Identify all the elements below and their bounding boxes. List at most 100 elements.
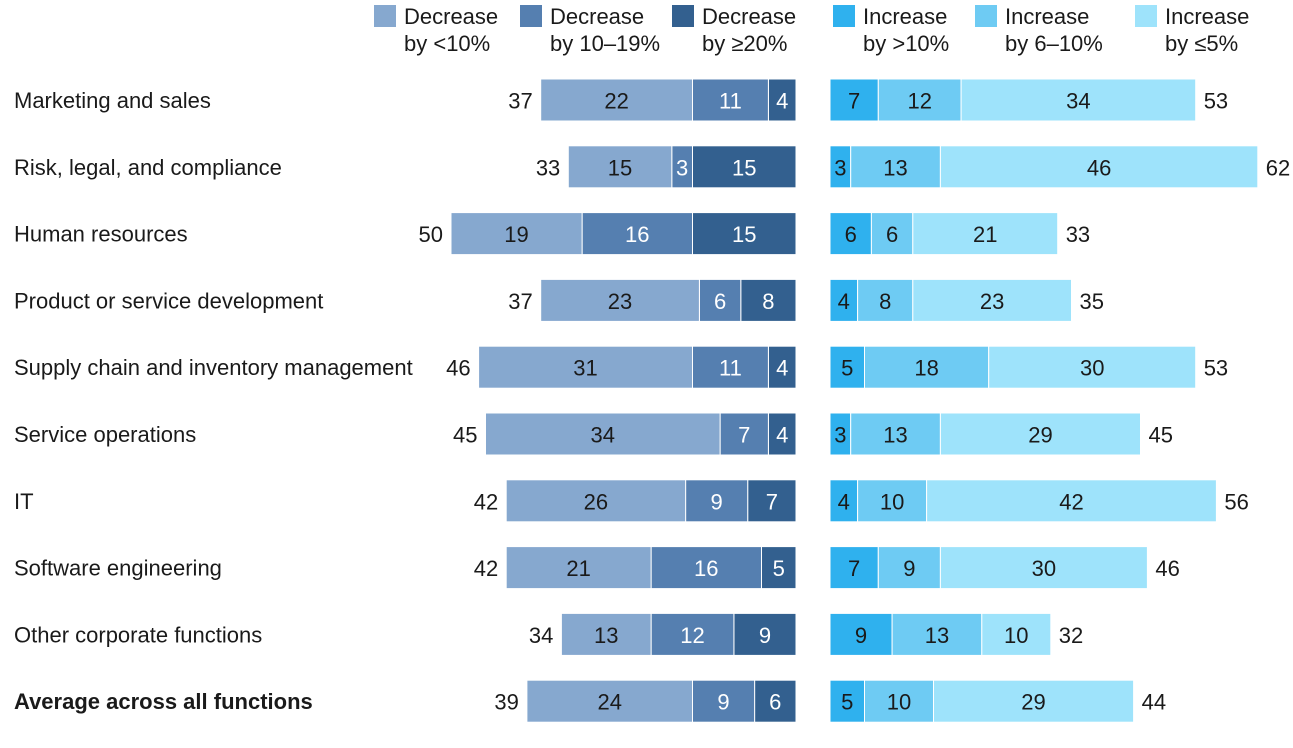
bar-segment [719, 412, 769, 456]
bar-value-label: 9 [711, 489, 723, 514]
bar-value-label: 13 [925, 623, 949, 648]
bar-value-label: 34 [1066, 89, 1090, 114]
legend-label: by <10% [404, 31, 490, 56]
bar-value-label: 24 [597, 690, 621, 715]
bar-value-label: 9 [717, 690, 729, 715]
category-label: Other corporate functions [14, 622, 262, 647]
bar-value-label: 16 [625, 222, 649, 247]
bar-value-label: 8 [879, 289, 891, 314]
bar-segment [981, 612, 1052, 656]
bar-value-label: 8 [762, 289, 774, 314]
legend-label: Decrease [702, 4, 796, 29]
legend-label: Increase [1165, 4, 1249, 29]
bar-segment [478, 345, 693, 389]
bar-value-label: 12 [907, 89, 931, 114]
category-label: Product or service development [14, 288, 323, 313]
increase-total-label: 62 [1266, 155, 1290, 180]
category-label: Supply chain and inventory management [14, 355, 413, 380]
bar-segment [540, 278, 700, 322]
bar-segment [912, 278, 1072, 322]
bar-segment [767, 412, 797, 456]
legend-swatch [833, 5, 855, 27]
bar-segment [988, 345, 1197, 389]
bar-value-label: 12 [680, 623, 704, 648]
bar-value-label: 15 [732, 155, 756, 180]
bar-value-label: 15 [608, 155, 632, 180]
bar-value-label: 13 [883, 155, 907, 180]
legend-label: by 6–10% [1005, 31, 1103, 56]
bar-segment [829, 679, 865, 723]
bar-segment [685, 479, 749, 523]
decrease-total-label: 42 [474, 489, 498, 514]
bar-value-label: 30 [1080, 356, 1104, 381]
bar-segment [877, 546, 941, 590]
bar-value-label: 3 [676, 155, 688, 180]
bar-value-label: 13 [594, 623, 618, 648]
bar-value-label: 7 [766, 489, 778, 514]
bar-segment [829, 546, 879, 590]
bar-value-label: 7 [738, 423, 750, 448]
category-label: IT [14, 489, 34, 514]
bar-segment [505, 546, 652, 590]
decrease-total-label: 37 [508, 289, 532, 314]
increase-total-label: 32 [1059, 623, 1083, 648]
decrease-total-label: 37 [508, 89, 532, 114]
legend-swatch [1135, 5, 1157, 27]
bar-value-label: 9 [903, 556, 915, 581]
increase-total-label: 56 [1224, 489, 1248, 514]
bar-value-label: 26 [584, 489, 608, 514]
bar-value-label: 3 [834, 423, 846, 448]
bar-segment [650, 612, 735, 656]
bar-segment [761, 546, 797, 590]
bar-value-label: 6 [714, 289, 726, 314]
bar-value-label: 9 [855, 623, 867, 648]
bar-value-label: 7 [848, 89, 860, 114]
legend-label: by ≥20% [702, 31, 787, 56]
bar-segment [939, 145, 1259, 189]
bar-value-label: 10 [1004, 623, 1028, 648]
bar-segment [740, 278, 797, 322]
bar-value-label: 5 [773, 556, 785, 581]
bar-segment [850, 412, 941, 456]
bar-segment [960, 78, 1197, 122]
bar-value-label: 10 [880, 489, 904, 514]
bar-value-label: 31 [573, 356, 597, 381]
bar-segment [540, 78, 694, 122]
bar-value-label: 5 [841, 690, 853, 715]
legend-label: Decrease [404, 4, 498, 29]
bar-value-label: 4 [776, 89, 788, 114]
decrease-total-label: 45 [453, 423, 477, 448]
bar-segment [692, 145, 797, 189]
bar-value-label: 19 [504, 222, 528, 247]
bar-segment [526, 679, 694, 723]
bar-segment [864, 679, 934, 723]
bar-segment [850, 145, 941, 189]
bar-value-label: 10 [887, 690, 911, 715]
bar-value-label: 15 [732, 222, 756, 247]
bar-segment [926, 479, 1217, 523]
bar-value-label: 13 [883, 423, 907, 448]
bar-segment [864, 345, 990, 389]
bar-value-label: 11 [719, 356, 742, 381]
increase-total-label: 35 [1080, 289, 1104, 314]
bar-segment [747, 479, 797, 523]
bar-segment [829, 212, 872, 256]
increase-total-label: 33 [1066, 222, 1090, 247]
decrease-total-label: 46 [446, 356, 470, 381]
category-label: Human resources [14, 222, 188, 247]
bar-value-label: 18 [914, 356, 938, 381]
bar-segment [754, 679, 797, 723]
bar-value-label: 6 [769, 690, 781, 715]
bar-value-label: 11 [719, 89, 742, 114]
bar-segment [505, 479, 687, 523]
bar-segment [939, 412, 1142, 456]
bar-segment [933, 679, 1135, 723]
bar-segment [560, 612, 652, 656]
increase-total-label: 44 [1142, 690, 1166, 715]
legend-label: Increase [1005, 4, 1089, 29]
increase-total-label: 46 [1155, 556, 1179, 581]
increase-total-label: 53 [1204, 89, 1228, 114]
bar-value-label: 16 [694, 556, 718, 581]
bar-value-label: 9 [759, 623, 771, 648]
